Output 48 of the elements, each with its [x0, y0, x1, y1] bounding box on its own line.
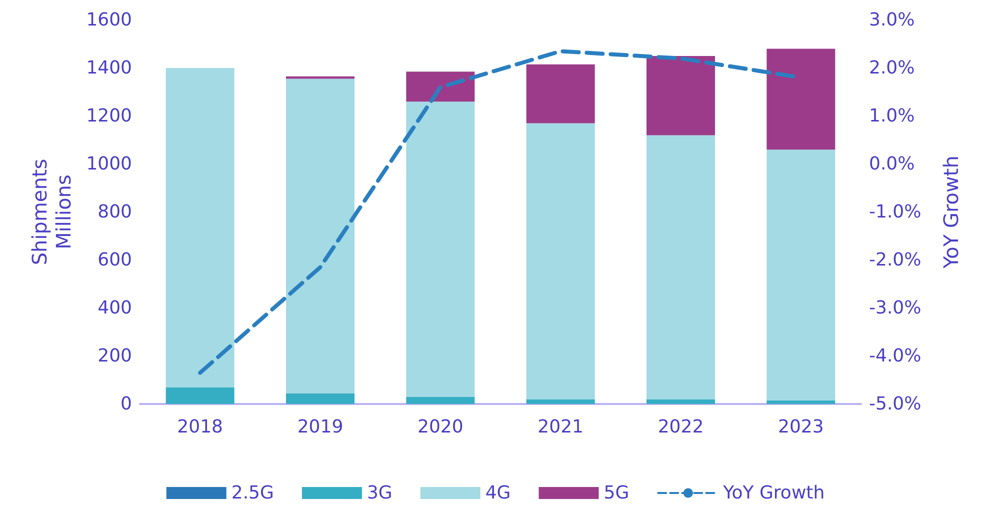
- y-tick-label: 400: [98, 298, 132, 318]
- x-tick-label: 2021: [538, 416, 584, 438]
- y2-tick-label: 2.0%: [869, 58, 915, 78]
- legend-label: 2.5G: [231, 482, 274, 504]
- bar: [406, 72, 475, 102]
- bar: [406, 396, 475, 404]
- bar: [286, 78, 354, 394]
- x-tick-label: 2022: [658, 416, 704, 438]
- bar: [166, 387, 234, 404]
- y-tick-label: 1000: [86, 154, 132, 174]
- bar: [766, 400, 836, 404]
- y2-tick-label: -2.0%: [869, 250, 922, 270]
- bar: [406, 102, 475, 397]
- y2-tick-label: -4.0%: [869, 346, 922, 366]
- x-tick-label: 2018: [177, 416, 223, 438]
- y2-axis-title: YoY Growth: [939, 156, 963, 270]
- y-tick-label: 1400: [86, 58, 132, 78]
- bar: [286, 76, 354, 79]
- bar: [646, 399, 715, 404]
- y2-tick-label: -3.0%: [869, 298, 922, 318]
- bar: [526, 64, 595, 124]
- bar: [766, 48, 836, 150]
- bar: [286, 393, 354, 404]
- bar: [646, 56, 715, 136]
- x-tick-label: 2023: [778, 416, 824, 438]
- y-tick-label: 1600: [86, 10, 132, 30]
- x-tick-label: 2020: [418, 416, 464, 438]
- y-tick-label: 1200: [86, 106, 132, 126]
- y2-tick-label: -1.0%: [869, 202, 922, 222]
- legend-label: 4G: [485, 482, 511, 504]
- bar: [526, 123, 595, 400]
- bar: [646, 135, 715, 400]
- y2-tick-label: 0.0%: [869, 154, 915, 174]
- legend-label: 3G: [366, 482, 392, 504]
- bar: [166, 68, 234, 388]
- legend-label: YoY Growth: [722, 482, 825, 504]
- y-tick-label: 200: [98, 346, 132, 366]
- y2-tick-label: -5.0%: [869, 394, 922, 414]
- y2-tick-label: 1.0%: [869, 106, 915, 126]
- y-axis-title: Shipments Millions: [27, 158, 76, 266]
- y-tick-label: 600: [98, 250, 132, 270]
- x-tick-label: 2019: [297, 416, 344, 438]
- y-tick-label: 800: [98, 202, 132, 222]
- bar: [526, 399, 595, 404]
- y-tick-label: 0: [120, 394, 132, 414]
- bar: [766, 150, 836, 400]
- legend-label: 5G: [604, 482, 630, 504]
- y2-tick-label: 3.0%: [869, 10, 915, 30]
